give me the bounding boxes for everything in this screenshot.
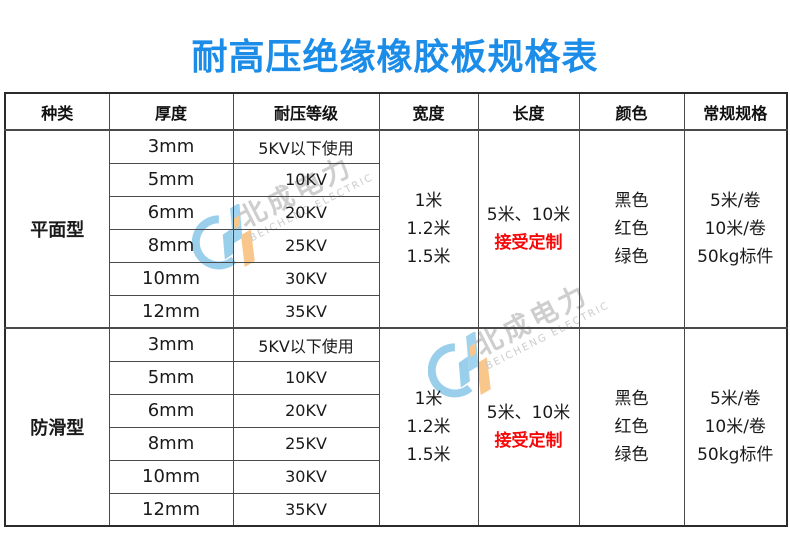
color-cell: 黑色 红色 绿色 [578,129,685,329]
voltage-cell: 10KV [232,360,380,395]
voltage-cell: 30KV [232,261,380,296]
color-option: 绿色 [614,445,649,465]
col-header-voltage: 耐压等级 [232,92,380,131]
thickness-cell: 8mm [108,228,234,263]
length-options: 5米、10米 [486,205,571,225]
voltage-cell: 25KV [232,426,380,461]
width-option: 1.5米 [406,445,451,465]
length-cell: 5米、10米 接受定制 [477,129,580,329]
spec-option: 50kg标件 [697,247,774,267]
header-row: 种类 厚度 耐压等级 宽度 长度 颜色 常规规格 [4,92,788,131]
col-header-length: 长度 [477,92,580,131]
custom-note: 接受定制 [494,431,563,451]
spec-table: 种类 厚度 耐压等级 宽度 长度 颜色 常规规格 平面型 3mm 5KV以下使用… [4,92,788,527]
width-option: 1.2米 [406,417,451,437]
width-option: 1米 [414,389,443,409]
thickness-cell: 10mm [108,459,234,494]
thickness-cell: 3mm [108,327,234,362]
col-header-thickness: 厚度 [108,92,234,131]
color-option: 红色 [614,219,649,239]
voltage-cell: 25KV [232,228,380,263]
spec-option: 10米/卷 [704,417,766,437]
custom-note: 接受定制 [494,233,563,253]
table-row: 平面型 3mm 5KV以下使用 1米 1.2米 1.5米 5米、10米 接受定制… [4,129,788,329]
table-row: 10mm 30KV [5,261,787,296]
spec-cell: 5米/卷 10米/卷 50kg标件 [683,327,788,527]
thickness-cell: 8mm [108,426,234,461]
col-header-type: 种类 [4,92,110,131]
table-row: 5mm 10KV [5,162,787,197]
col-header-color: 颜色 [578,92,685,131]
table-row: 5mm 10KV [5,360,787,395]
thickness-cell: 5mm [108,360,234,395]
table-row: 6mm 20KV [5,195,787,230]
voltage-cell: 35KV [232,492,380,527]
width-cell: 1米 1.2米 1.5米 [378,327,479,527]
thickness-cell: 5mm [108,162,234,197]
color-cell: 黑色 红色 绿色 [578,327,685,527]
voltage-cell: 20KV [232,393,380,428]
length-cell: 5米、10米 接受定制 [477,327,580,527]
spec-cell: 5米/卷 10米/卷 50kg标件 [683,129,788,329]
thickness-cell: 10mm [108,261,234,296]
voltage-cell: 30KV [232,459,380,494]
length-options: 5米、10米 [486,403,571,423]
table-row: 8mm 25KV [5,426,787,461]
color-option: 绿色 [614,247,649,267]
spec-option: 50kg标件 [697,445,774,465]
page-title: 耐高压绝缘橡胶板规格表 [191,37,599,78]
spec-option: 10米/卷 [704,219,766,239]
type-cell: 防滑型 [4,327,110,527]
table-row: 6mm 20KV [5,393,787,428]
width-cell: 1米 1.2米 1.5米 [378,129,479,329]
voltage-cell: 10KV [232,162,380,197]
color-option: 黑色 [614,191,649,211]
thickness-cell: 6mm [108,393,234,428]
width-option: 1.5米 [406,247,451,267]
voltage-cell: 5KV以下使用 [232,327,380,362]
voltage-cell: 20KV [232,195,380,230]
voltage-cell: 5KV以下使用 [232,129,380,164]
width-option: 1米 [414,191,443,211]
table-row: 8mm 25KV [5,228,787,263]
voltage-cell: 35KV [232,294,380,329]
table-row: 10mm 30KV [5,459,787,494]
spec-option: 5米/卷 [709,191,761,211]
color-option: 黑色 [614,389,649,409]
type-cell: 平面型 [4,129,110,329]
spec-option: 5米/卷 [709,389,761,409]
table-row: 防滑型 3mm 5KV以下使用 1米 1.2米 1.5米 5米、10米 接受定制… [4,327,788,527]
col-header-width: 宽度 [378,92,479,131]
thickness-cell: 6mm [108,195,234,230]
thickness-cell: 3mm [108,129,234,164]
width-option: 1.2米 [406,219,451,239]
color-option: 红色 [614,417,649,437]
table-row: 12mm 35KV [5,492,787,527]
thickness-cell: 12mm [108,294,234,329]
thickness-cell: 12mm [108,492,234,527]
col-header-spec: 常规规格 [683,92,788,131]
